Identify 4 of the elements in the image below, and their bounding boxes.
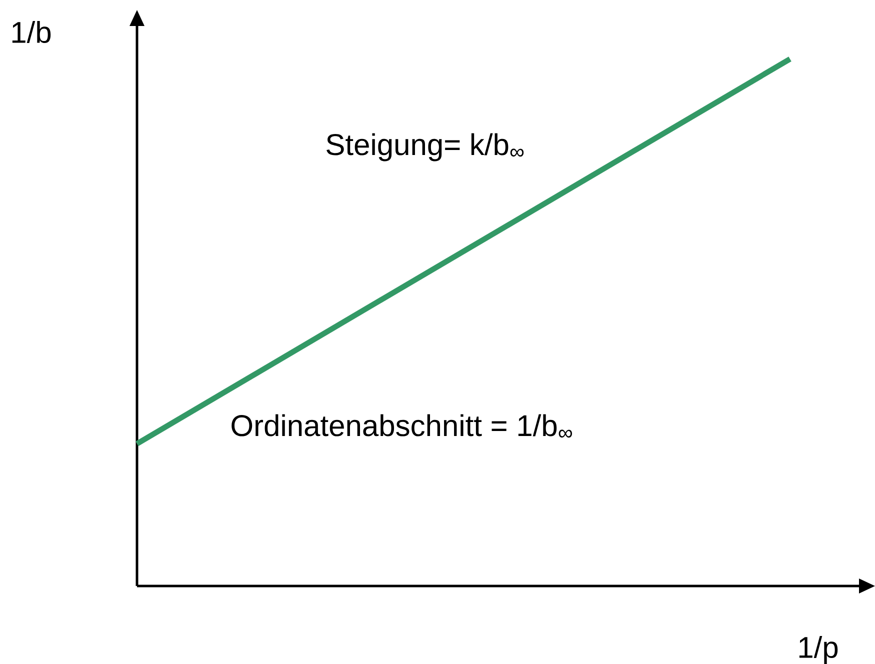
x-axis-title: 1/p xyxy=(799,636,838,664)
annotation: Ordinatenabschnitt = 1/b$_{∞}$ xyxy=(232,414,572,438)
annotation: Steigung= k/b$_{∞}$ xyxy=(326,133,524,162)
y-axis-title: 1/b xyxy=(12,20,51,44)
